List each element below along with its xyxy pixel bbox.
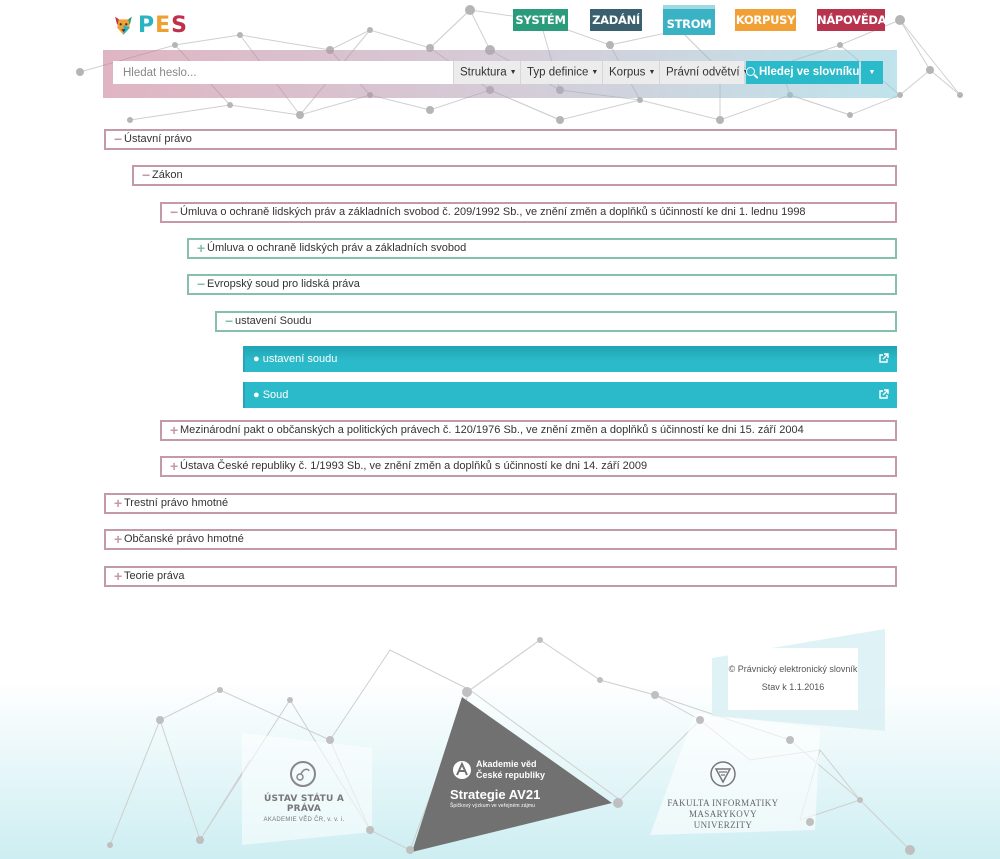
tree-node-obcanske-pravo[interactable]: + Občanské právo hmotné (104, 529, 897, 550)
filter-pravni-odvetvi-dropdown[interactable]: Právní odvětví▼ (659, 61, 749, 84)
tree-node-label: Úmluva o ochraně lidských práv a základn… (207, 242, 467, 254)
search-bar: Struktura▼ Typ definice▼ Korpus▼ Právní … (113, 61, 887, 84)
ustav-emblem-icon (290, 761, 316, 787)
term-leaf-label: ustavení soudu (262, 353, 338, 365)
tree-node-ustaveni-soudu[interactable]: − ustavení Soudu (215, 311, 897, 332)
top-navigation: SYSTÉM ZADÁNÍ STROM KORPUSY NÁPOVĚDA (0, 5, 1000, 35)
term-leaf-label: Soud (262, 389, 289, 401)
tree-node-umluva[interactable]: + Úmluva o ochraně lidských práv a základ… (187, 238, 897, 259)
collapse-icon[interactable]: − (225, 313, 234, 329)
tree-node-label: Ústavní právo (124, 133, 192, 145)
ustav-statu-a-prava-logo[interactable]: ÚSTAV STÁTU A PRÁVA AKADEMIE VĚD ČR, v. … (249, 758, 359, 823)
av-emblem-icon (453, 761, 471, 779)
tree-node-label: Mezinárodní pakt o občanských a politick… (180, 424, 804, 436)
filter-typ-definice-dropdown[interactable]: Typ definice ▼ (520, 61, 602, 84)
expand-icon[interactable]: + (170, 422, 179, 438)
av-tagline: Špičkový výzkum ve veřejném zájmu (450, 803, 535, 809)
tree-node-trestni-pravo[interactable]: + Trestní právo hmotné (104, 493, 897, 514)
copyright-text: © Právnický elektronický slovník (728, 664, 858, 674)
dog-mascot-icon (115, 16, 132, 35)
term-leaf-ustaveni-soudu[interactable]: ● ustavení soudu (243, 346, 897, 372)
tree-node-label: Zákon (152, 169, 183, 181)
tree-node-umluva-209[interactable]: − Úmluva o ochraně lidských práv a základ… (160, 202, 897, 223)
filter-label: Právní odvětví (666, 66, 740, 79)
av-strategy: Strategie AV21 (450, 787, 541, 802)
filter-label: Korpus (609, 66, 646, 79)
tree-node-ustava-cr[interactable]: + Ústava České republiky č. 1/1993 Sb., v… (160, 456, 897, 477)
ustav-subtitle: AKADEMIE VĚD ČR, v. v. i. (263, 817, 345, 823)
logo-text: PES (137, 12, 188, 38)
tree-node-ustavni-pravo[interactable]: − Ústavní právo (104, 129, 897, 150)
expand-icon[interactable]: + (114, 568, 123, 584)
ustav-title: ÚSTAV STÁTU A PRÁVA (263, 794, 345, 814)
tree-node-label: Občanské právo hmotné (124, 533, 244, 545)
av-name: Akademie věd České republiky (476, 759, 546, 780)
filter-korpus-dropdown[interactable]: Korpus ▼ (602, 61, 659, 84)
fi-name: FAKULTA INFORMATIKY MASARYKOVY UNIVERZITY (667, 798, 779, 830)
filter-label: Typ definice (527, 66, 589, 79)
caret-down-icon: ▼ (868, 69, 876, 76)
nav-korpusy[interactable]: KORPUSY (735, 9, 796, 31)
tree-node-mezinarodni-pakt[interactable]: + Mezinárodní pakt o občanských a politic… (160, 420, 897, 441)
expand-icon[interactable]: + (114, 495, 123, 511)
search-icon (746, 67, 755, 76)
bullet-icon: ● (253, 353, 263, 365)
collapse-icon[interactable]: − (197, 276, 206, 292)
tree-node-label: Evropský soud pro lidská práva (207, 278, 360, 290)
term-leaf-soud[interactable]: ● Soud (243, 382, 897, 408)
caret-down-icon: ▼ (591, 69, 599, 76)
fi-emblem-icon (710, 761, 736, 787)
collapse-icon[interactable]: − (142, 167, 151, 183)
collapse-icon[interactable]: − (170, 204, 179, 220)
tree-node-label: Ústava České republiky č. 1/1993 Sb., ve… (180, 460, 648, 472)
fakulta-informatiky-logo[interactable]: FAKULTA INFORMATIKY MASARYKOVY UNIVERZITY (663, 758, 783, 830)
external-link-icon[interactable] (878, 389, 889, 400)
external-link-icon[interactable] (878, 353, 889, 364)
pes-logo[interactable]: PES (113, 8, 188, 42)
nav-napoveda[interactable]: NÁPOVĚDA (817, 9, 887, 31)
tree-node-label: ustavení Soudu (235, 315, 312, 327)
expand-icon[interactable]: + (114, 531, 123, 547)
tree-node-teorie-prava[interactable]: + Teorie práva (104, 566, 897, 587)
tree-node-label: Trestní právo hmotné (124, 497, 229, 509)
nav-system[interactable]: SYSTÉM (513, 9, 568, 31)
nav-strom-active[interactable]: STROM (663, 5, 715, 35)
filter-label: Struktura (460, 66, 507, 79)
search-button-label: Hledej ve slovníku (759, 66, 860, 78)
tree-node-evropsky-soud[interactable]: − Evropský soud pro lidská práva (187, 274, 897, 295)
expand-icon[interactable]: + (197, 240, 206, 256)
caret-down-icon: ▼ (648, 69, 656, 76)
search-input[interactable] (113, 61, 453, 84)
akademie-ved-logo[interactable]: Akademie věd České republiky Strategie AV… (450, 758, 560, 818)
search-options-toggle[interactable]: ▼ (861, 61, 883, 84)
collapse-icon[interactable]: − (114, 131, 123, 147)
tree-node-label: Teorie práva (124, 570, 185, 582)
nav-zadani[interactable]: ZADÁNÍ (590, 9, 642, 31)
search-submit-button[interactable]: Hledej ve slovníku (746, 61, 859, 84)
tree-node-label: Úmluva o ochraně lidských práv a základn… (180, 206, 806, 218)
caret-down-icon: ▼ (509, 69, 517, 76)
tree-node-zakon[interactable]: − Zákon (132, 165, 897, 186)
status-date: Stav k 1.1.2016 (761, 682, 825, 692)
expand-icon[interactable]: + (170, 458, 179, 474)
filter-struktura-dropdown[interactable]: Struktura ▼ (453, 61, 520, 84)
bullet-icon: ● (253, 389, 263, 401)
copyright-box: © Právnický elektronický slovník Stav k … (728, 648, 858, 710)
